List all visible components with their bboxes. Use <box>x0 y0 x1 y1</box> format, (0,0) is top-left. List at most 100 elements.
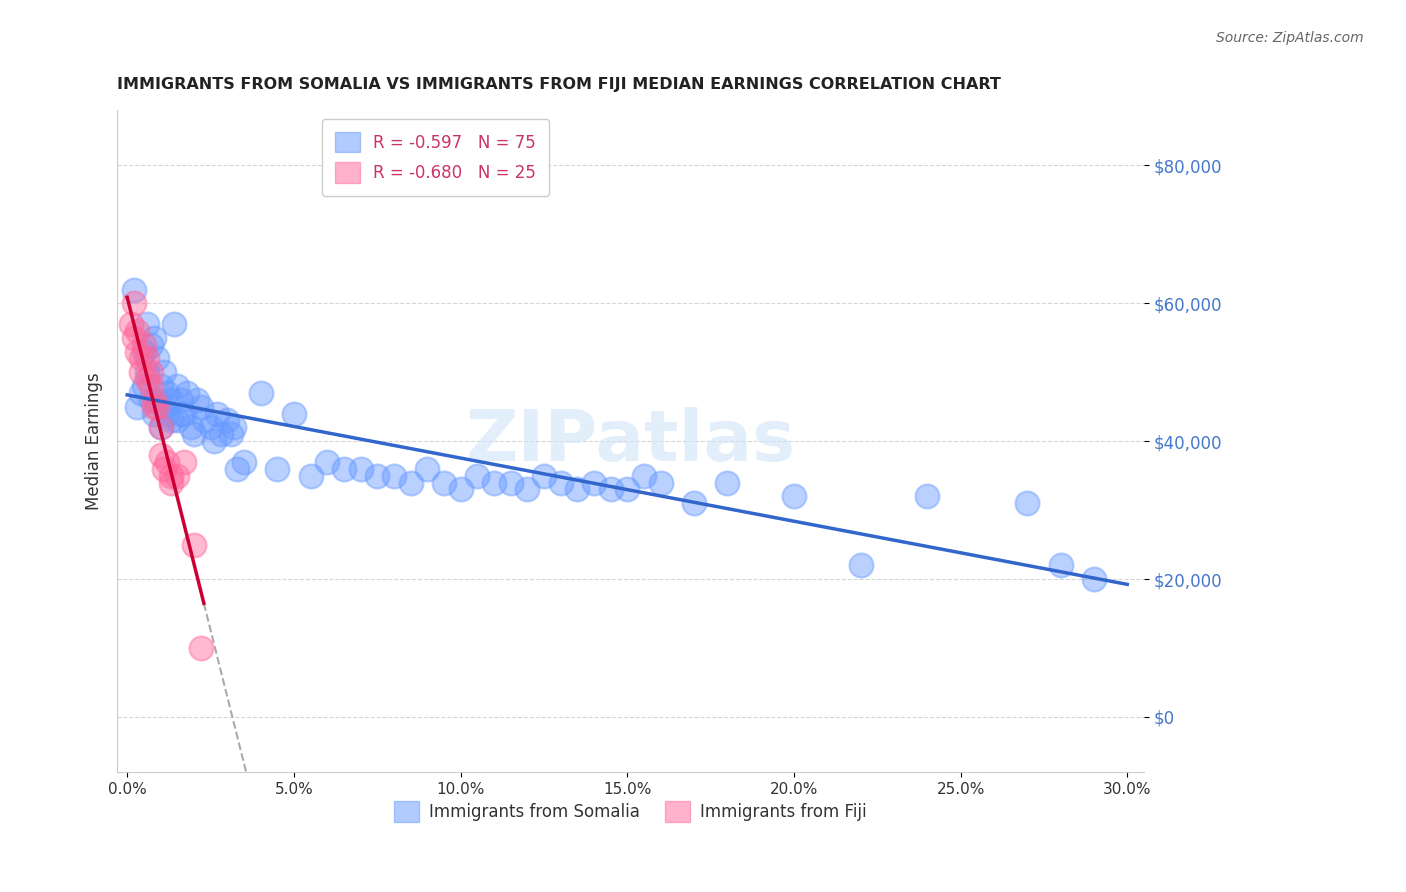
Point <box>382 468 405 483</box>
Point <box>633 468 655 483</box>
Point <box>232 455 254 469</box>
Point <box>283 407 305 421</box>
Point <box>142 400 165 414</box>
Point <box>156 385 179 400</box>
Point <box>159 392 181 407</box>
Text: IMMIGRANTS FROM SOMALIA VS IMMIGRANTS FROM FIJI MEDIAN EARNINGS CORRELATION CHAR: IMMIGRANTS FROM SOMALIA VS IMMIGRANTS FR… <box>117 78 1001 93</box>
Point <box>166 379 188 393</box>
Point <box>366 468 388 483</box>
Point <box>202 434 225 449</box>
Point <box>149 448 172 462</box>
Point <box>146 351 169 366</box>
Point <box>129 351 152 366</box>
Point <box>169 407 191 421</box>
Point <box>516 483 538 497</box>
Point <box>450 483 472 497</box>
Point <box>153 400 176 414</box>
Point <box>266 461 288 475</box>
Point <box>533 468 555 483</box>
Point <box>169 392 191 407</box>
Point <box>567 483 589 497</box>
Point <box>122 331 145 345</box>
Point <box>582 475 605 490</box>
Legend: Immigrants from Somalia, Immigrants from Fiji: Immigrants from Somalia, Immigrants from… <box>387 793 875 830</box>
Point <box>132 344 155 359</box>
Point <box>139 379 162 393</box>
Point <box>433 475 456 490</box>
Point <box>299 468 322 483</box>
Point <box>193 413 215 427</box>
Point <box>139 392 162 407</box>
Point <box>146 400 169 414</box>
Point <box>1083 572 1105 586</box>
Point <box>136 317 159 331</box>
Point <box>139 337 162 351</box>
Point <box>190 640 212 655</box>
Point <box>333 461 356 475</box>
Point <box>159 468 181 483</box>
Point <box>149 420 172 434</box>
Point <box>127 344 149 359</box>
Point <box>176 385 198 400</box>
Text: Source: ZipAtlas.com: Source: ZipAtlas.com <box>1216 31 1364 45</box>
Point <box>149 420 172 434</box>
Point <box>226 461 249 475</box>
Point <box>217 413 239 427</box>
Point <box>849 558 872 573</box>
Point <box>683 496 706 510</box>
Point <box>132 379 155 393</box>
Point <box>222 420 245 434</box>
Point <box>716 475 738 490</box>
Point <box>127 324 149 338</box>
Point <box>156 455 179 469</box>
Point <box>120 317 142 331</box>
Point <box>650 475 672 490</box>
Point <box>146 392 169 407</box>
Point <box>149 379 172 393</box>
Point <box>129 385 152 400</box>
Point <box>186 392 208 407</box>
Point <box>1017 496 1039 510</box>
Point <box>316 455 339 469</box>
Point <box>142 407 165 421</box>
Point <box>129 365 152 379</box>
Point <box>173 407 195 421</box>
Point <box>399 475 422 490</box>
Point <box>209 427 232 442</box>
Point <box>219 427 242 442</box>
Point <box>166 468 188 483</box>
Point <box>499 475 522 490</box>
Point <box>190 400 212 414</box>
Point <box>783 489 806 503</box>
Point <box>200 420 222 434</box>
Point <box>482 475 505 490</box>
Point <box>139 365 162 379</box>
Point <box>142 392 165 407</box>
Point <box>127 400 149 414</box>
Point <box>156 407 179 421</box>
Point <box>173 455 195 469</box>
Point <box>205 407 228 421</box>
Point <box>142 331 165 345</box>
Y-axis label: Median Earnings: Median Earnings <box>86 372 103 510</box>
Point <box>616 483 638 497</box>
Text: ZIPatlas: ZIPatlas <box>465 407 796 475</box>
Point <box>153 365 176 379</box>
Point <box>1049 558 1071 573</box>
Point <box>136 351 159 366</box>
Point <box>166 413 188 427</box>
Point <box>153 461 176 475</box>
Point <box>915 489 938 503</box>
Point <box>416 461 439 475</box>
Point <box>183 537 205 551</box>
Point <box>599 483 621 497</box>
Point <box>159 413 181 427</box>
Point <box>132 337 155 351</box>
Point <box>465 468 488 483</box>
Point <box>249 385 271 400</box>
Point <box>136 372 159 386</box>
Point <box>349 461 371 475</box>
Point <box>122 283 145 297</box>
Point <box>136 365 159 379</box>
Point <box>159 475 181 490</box>
